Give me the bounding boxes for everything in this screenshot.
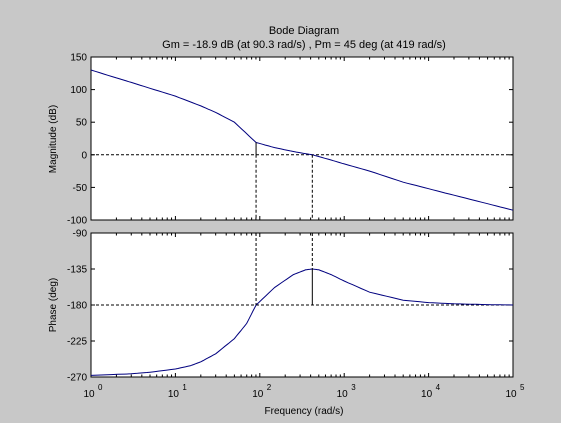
y-tick-label: 0 [81,150,87,161]
x-tick-exponent: 5 [520,383,525,392]
y-tick-label: 100 [70,85,87,96]
series-line [90,69,514,211]
x-tick-exponent: 1 [182,383,187,392]
x-tick-label: 10 [168,389,180,400]
chart-subtitle: Gm = -18.9 dB (at 90.3 rad/s) , Pm = 45 … [162,39,446,51]
chart-title: Bode Diagram [269,25,339,37]
y-tick-label: -180 [67,301,87,312]
y-tick-label: -100 [67,216,87,227]
y-tick-label: -135 [67,265,87,276]
x-tick-label: 10 [252,389,264,400]
magnitude-ylabel: Magnitude (dB) [48,105,59,173]
x-tick-label: 10 [505,389,517,400]
magnitude-layer: 150 100 50 0 -50 -100 [67,53,514,227]
y-tick-label: -225 [67,337,87,348]
y-tick-label: -50 [73,183,88,194]
series-line [90,268,514,376]
y-tick-label: 150 [70,53,87,64]
x-tick-exponent: 4 [436,383,441,392]
y-tick-label: 50 [76,118,88,129]
magnitude-axes [90,56,514,221]
magnitude-panel: 150 100 50 0 -50 -100 Magnitude (dB) [48,53,514,227]
phase-ylabel: Phase (deg) [48,278,59,332]
y-tick-label: -270 [67,373,87,384]
phase-panel: -90 -135 -180 -225 -270 Phase (deg) [48,229,514,384]
x-tick-exponent: 0 [98,383,103,392]
y-tick-label: -90 [73,229,88,240]
x-tick-label: 10 [83,389,95,400]
x-tick-label: 10 [421,389,433,400]
x-axis-label: Frequency (rad/s) [265,406,344,417]
phase-layer: -90 -135 -180 -225 -270 [67,229,514,384]
x-tick-exponent: 3 [351,383,356,392]
x-tick-label: 10 [337,389,349,400]
x-tick-exponent: 2 [267,383,272,392]
